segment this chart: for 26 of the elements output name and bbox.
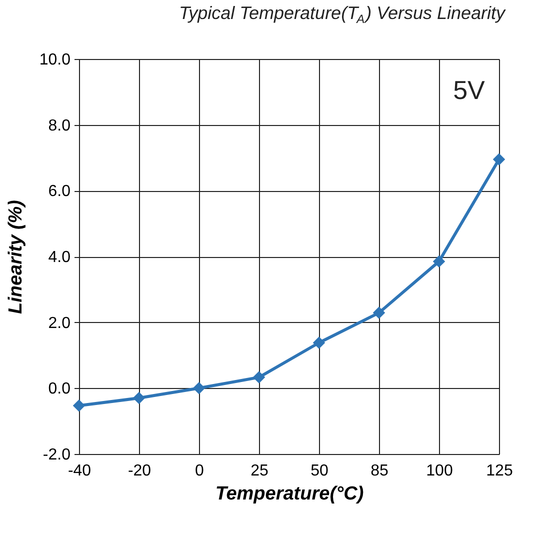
y-tick-label: 8.0: [48, 117, 71, 134]
y-axis-title: Linearity (%): [5, 200, 26, 314]
y-tick-label: 0.0: [48, 380, 71, 398]
y-tick-label: 10.0: [39, 52, 71, 68]
x-tick-label: 25: [250, 462, 268, 480]
x-tick-label: 50: [310, 462, 328, 480]
point: [132, 392, 146, 404]
y-tick-label: 4.0: [48, 249, 71, 266]
x-tick-label: 100: [426, 462, 453, 480]
point: [432, 255, 446, 268]
y-tick-label: 6.0: [48, 183, 71, 200]
x-tick-label: 0: [195, 462, 204, 480]
point: [72, 399, 86, 412]
y-tick-label: 2.0: [48, 314, 71, 332]
x-tick-label: 125: [486, 462, 513, 480]
annotation: 5V: [453, 75, 486, 105]
x-axis-title: Temperature(°C): [215, 484, 364, 504]
point: [312, 336, 326, 349]
x-tick-label: -40: [68, 462, 92, 480]
y-tick-label: -2.0: [42, 446, 71, 464]
x-tick-label: -20: [128, 462, 152, 480]
point: [492, 153, 506, 166]
point: [252, 371, 266, 384]
point: [192, 382, 206, 394]
point: [372, 306, 386, 319]
x-tick-label: 85: [370, 462, 388, 480]
